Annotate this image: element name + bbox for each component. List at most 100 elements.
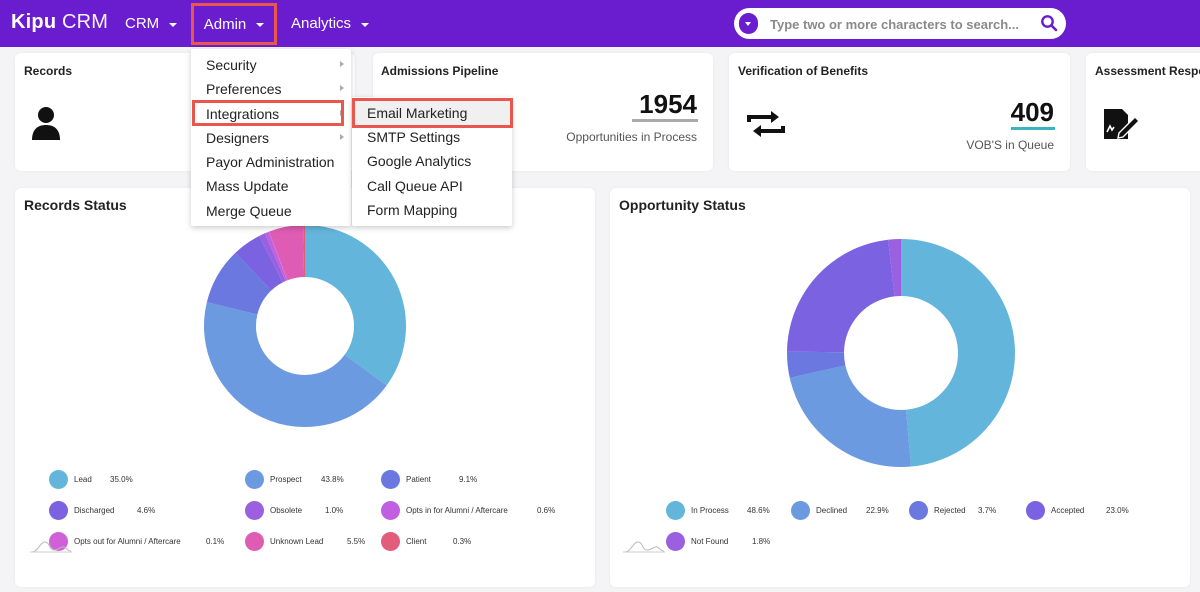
chevron-down-icon [256, 23, 265, 27]
legend-swatch [909, 500, 928, 520]
menu-item-integrations[interactable]: Integrations [191, 102, 351, 126]
legend-percentage: 22.9% [866, 506, 889, 515]
menu-item-label: Call Queue API [367, 178, 463, 194]
menu-item-preferences[interactable]: Preferences [191, 77, 351, 101]
admissions-subtitle: Opportunities in Process [566, 130, 697, 144]
legend-item[interactable]: Declined [791, 500, 847, 520]
search-scope-dropdown[interactable] [739, 13, 758, 34]
menu-item-label: Google Analytics [367, 153, 472, 169]
donut-slice-opts-out-for-alumni-aftercare[interactable] [268, 231, 288, 281]
chevron-right-icon [340, 85, 344, 91]
donut-slice-lead[interactable] [305, 225, 406, 386]
nav-admin-label: Admin [203, 15, 247, 33]
menu-item-merge-queue[interactable]: Merge Queue [191, 199, 351, 223]
legend-item[interactable]: Opts in for Alumni / Aftercare [381, 500, 508, 520]
legend-label: Unknown Lead [270, 536, 324, 546]
legend-percentage: 48.6% [747, 506, 770, 515]
vob-count: 409 [1010, 97, 1054, 127]
legend-item[interactable]: Patient [381, 469, 431, 489]
records-status-panel: Records Status Lead 35.0% Prospect 43.8% Pat… [15, 188, 595, 587]
legend-item[interactable]: Unknown Lead [245, 531, 323, 551]
menu-item-google-analytics[interactable]: Google Analytics [352, 149, 512, 173]
donut-slice-in-process[interactable] [901, 239, 1016, 467]
legend-percentage: 0.3% [453, 537, 472, 546]
legend-label: Opts out for Alumni / Aftercare [74, 536, 181, 546]
menu-item-smtp-settings[interactable]: SMTP Settings [352, 125, 512, 149]
legend-item[interactable]: Opts out for Alumni / Aftercare [49, 531, 181, 551]
vob-card[interactable]: Verification of Benefits 409 VOB'S in Qu… [729, 53, 1070, 171]
legend-percentage: 5.5% [347, 537, 366, 546]
legend-label: Accepted [1051, 505, 1085, 515]
legend-label: Discharged [74, 505, 115, 515]
legend-swatch [666, 500, 685, 520]
menu-item-security[interactable]: Security [191, 53, 351, 77]
legend-label: Patient [406, 474, 431, 484]
opportunity-status-donut-chart [787, 239, 1016, 468]
donut-slice-obsolete[interactable] [259, 233, 286, 283]
search-icon[interactable] [1040, 14, 1058, 32]
legend-swatch [666, 531, 685, 551]
legend-label: Opts in for Alumni / Aftercare [406, 505, 508, 515]
legend-label: Lead [74, 474, 92, 484]
legend-label: Prospect [270, 474, 302, 484]
legend-item[interactable]: Rejected [909, 500, 966, 520]
legend-label: Not Found [691, 536, 729, 546]
admissions-card-title: Admissions Pipeline [381, 64, 499, 78]
menu-item-label: Designers [206, 130, 270, 146]
menu-item-email-marketing[interactable]: Email Marketing [352, 101, 512, 125]
admin-dropdown-menu: Security Preferences Integrations Design… [191, 49, 351, 226]
search-input[interactable] [770, 14, 1025, 34]
donut-slice-patient[interactable] [206, 252, 272, 315]
legend-item[interactable]: Not Found [666, 531, 728, 551]
brand-name: Kipu [11, 11, 57, 33]
chevron-right-icon [340, 110, 344, 116]
admissions-underline [632, 119, 698, 122]
chevron-down-icon [169, 22, 178, 27]
donut-slice-not-found[interactable] [888, 239, 901, 297]
legend-item[interactable]: Accepted [1026, 500, 1084, 520]
legend-item[interactable]: Prospect [245, 469, 302, 489]
assessment-card[interactable]: Assessment Respo [1086, 53, 1200, 171]
donut-slice-prospect[interactable] [203, 302, 387, 427]
donut-slice-opts-in-for-alumni-aftercare[interactable] [264, 231, 288, 282]
legend-item[interactable]: In Process [666, 500, 729, 520]
nav-admin[interactable]: Admin [191, 3, 277, 45]
nav-crm[interactable]: CRM [125, 0, 178, 47]
menu-item-call-queue-api[interactable]: Call Queue API [352, 174, 512, 198]
donut-slice-discharged[interactable] [235, 236, 283, 291]
legend-percentage: 23.0% [1106, 506, 1129, 515]
integrations-submenu: Email Marketing SMTP Settings Google Ana… [352, 97, 512, 226]
legend-label: Obsolete [270, 505, 303, 515]
donut-slice-declined[interactable] [789, 365, 912, 468]
menu-item-label: Merge Queue [206, 203, 292, 219]
donut-slice-unknown-lead[interactable] [269, 225, 305, 281]
menu-item-form-mapping[interactable]: Form Mapping [352, 198, 512, 222]
document-sign-icon [1104, 109, 1140, 139]
legend-item[interactable]: Obsolete [245, 500, 302, 520]
legend-item[interactable]: Lead [49, 469, 92, 489]
legend-item[interactable]: Discharged [49, 500, 114, 520]
chevron-down-icon [361, 22, 370, 27]
menu-item-mass-update[interactable]: Mass Update [191, 174, 351, 198]
sparkline-icon [30, 541, 72, 553]
records-card-title: Records [24, 64, 73, 78]
donut-slice-rejected[interactable] [787, 351, 846, 378]
menu-item-label: Preferences [206, 81, 282, 97]
legend-item[interactable]: Client [381, 531, 426, 551]
nav-analytics[interactable]: Analytics [291, 0, 370, 47]
brand-logo[interactable]: Kipu CRM [11, 11, 108, 34]
menu-item-designers[interactable]: Designers [191, 126, 351, 150]
legend-percentage: 0.6% [537, 506, 556, 515]
brand-product: CRM [62, 11, 109, 33]
menu-item-payor-administration[interactable]: Payor Administration [191, 150, 351, 174]
legend-swatch [49, 500, 68, 520]
top-navbar: Kipu CRM CRM Admin Analytics [0, 0, 1200, 47]
menu-item-label: Form Mapping [367, 202, 458, 218]
repeat-icon [747, 111, 785, 137]
legend-percentage: 3.7% [978, 506, 997, 515]
legend-percentage: 43.8% [321, 475, 344, 484]
donut-slice-client[interactable] [303, 225, 305, 278]
nav-crm-label: CRM [125, 15, 160, 32]
menu-item-label: Security [206, 57, 257, 73]
donut-slice-accepted[interactable] [787, 239, 895, 353]
